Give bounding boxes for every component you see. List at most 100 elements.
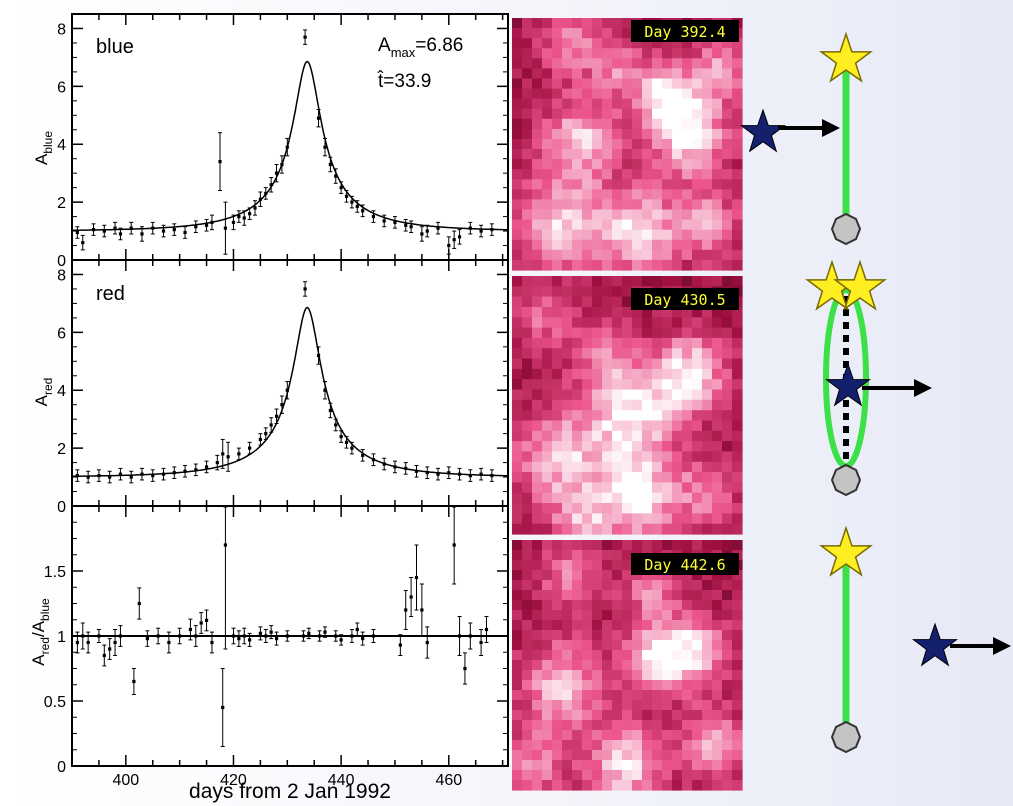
- image-pixel: [662, 540, 673, 551]
- arrow-right-icon: [950, 637, 1011, 655]
- image-pixel: [512, 730, 523, 741]
- image-pixel: [682, 128, 693, 140]
- image-pixel: [702, 700, 713, 711]
- image-pixel: [702, 229, 713, 241]
- image-pixel: [642, 209, 653, 221]
- image-pixel: [722, 580, 733, 591]
- image-pixel: [672, 710, 683, 721]
- image-pixel: [662, 580, 673, 591]
- image-pixel: [732, 710, 743, 721]
- image-pixel: [522, 159, 533, 170]
- image-pixel: [512, 108, 523, 120]
- image-pixel: [552, 38, 563, 49]
- image-pixel: [732, 513, 743, 525]
- data-point: [167, 640, 171, 645]
- image-pixel: [552, 259, 563, 271]
- image-pixel: [732, 348, 743, 360]
- image-pixel: [642, 640, 653, 651]
- image-pixel: [652, 610, 663, 621]
- image-pixel: [572, 740, 583, 751]
- data-point: [316, 116, 321, 120]
- image-pixel: [512, 482, 523, 494]
- image-pixel: [612, 379, 623, 391]
- data-point: [145, 637, 149, 641]
- image-pixel: [512, 430, 523, 442]
- red-y-axis-label: Ared: [32, 378, 55, 407]
- image-pixel: [732, 189, 743, 201]
- image-pixel: [712, 317, 723, 329]
- image-pixel: [722, 389, 733, 401]
- source-star-icon: [819, 525, 873, 577]
- data-point: [457, 235, 462, 239]
- image-pixel: [542, 139, 553, 150]
- image-pixel: [522, 209, 533, 221]
- image-pixel: [702, 630, 713, 641]
- image-pixel: [622, 410, 633, 422]
- image-pixel: [622, 307, 633, 318]
- image-pixel: [722, 259, 733, 271]
- image-pixel: [672, 327, 683, 339]
- image-pixel: [552, 337, 563, 349]
- image-pixel: [522, 128, 533, 140]
- image-pixel: [632, 730, 643, 741]
- image-pixel: [712, 389, 723, 401]
- image-pixel: [642, 327, 653, 339]
- image-pixel: [672, 199, 683, 211]
- image-pixel: [562, 286, 573, 298]
- image-pixel: [722, 420, 733, 432]
- image-pixel: [542, 286, 553, 298]
- image-pixel: [602, 128, 613, 140]
- data-point: [226, 455, 230, 459]
- image-pixel: [732, 219, 743, 231]
- image-pixel: [672, 570, 683, 581]
- image-pixel: [582, 720, 593, 731]
- image-pixel: [512, 700, 523, 711]
- image-pixel: [692, 239, 703, 251]
- image-pixel: [512, 410, 523, 422]
- data-point: [490, 474, 494, 478]
- image-pixel: [602, 78, 613, 90]
- image-pixel: [612, 570, 623, 581]
- image-pixel: [602, 179, 613, 190]
- geometry-row-3: [819, 525, 1011, 754]
- image-pixel: [632, 317, 643, 329]
- image-pixel: [672, 169, 683, 180]
- image-pixel: [592, 199, 603, 211]
- image-label: Day 392.4: [644, 23, 725, 41]
- image-pixel: [572, 523, 583, 535]
- image-pixel: [562, 670, 573, 681]
- image-pixel: [532, 337, 543, 349]
- image-pixel: [682, 276, 693, 287]
- image-pixel: [702, 337, 713, 349]
- image-pixel: [672, 410, 683, 422]
- image-pixel: [692, 337, 703, 349]
- t-hat-annotation: t̂=33.9: [376, 70, 431, 92]
- image-pixel: [662, 68, 673, 80]
- data-point: [323, 630, 327, 634]
- image-pixel: [662, 650, 673, 661]
- image-pixel: [722, 650, 733, 661]
- image-pixel: [652, 219, 663, 231]
- image-pixel: [592, 560, 603, 571]
- image-pixel: [522, 770, 533, 781]
- image-pixel: [702, 720, 713, 731]
- data-point: [393, 465, 397, 469]
- image-pixel: [612, 720, 623, 731]
- image-pixel: [652, 209, 663, 221]
- image-pixel: [542, 660, 553, 671]
- image-pixel: [682, 78, 693, 90]
- image-pixel: [522, 68, 533, 80]
- lensing-geometry-diagrams: [739, 31, 1011, 754]
- image-pixel: [632, 513, 643, 525]
- image-pixel: [682, 389, 693, 401]
- image-pixel: [722, 368, 733, 380]
- image-pixel: [732, 327, 743, 339]
- image-pixel: [562, 770, 573, 781]
- image-pixel: [712, 503, 723, 514]
- image-pixel: [522, 139, 533, 150]
- image-pixel: [582, 128, 593, 140]
- data-point: [361, 453, 365, 457]
- image-pixel: [632, 600, 643, 611]
- image-pixel: [662, 482, 673, 494]
